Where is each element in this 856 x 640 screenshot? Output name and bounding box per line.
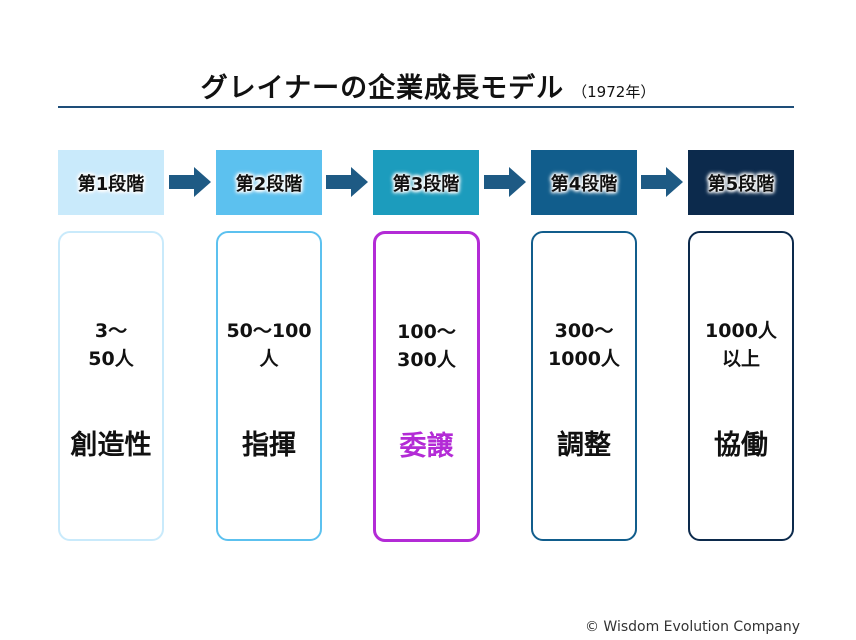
arrow-right-icon [169,167,211,197]
stage-3-range: 100〜 300人 [397,321,456,371]
stage-2-header: 第2段階 [216,150,322,215]
stage-4-card: 300〜 1000人 調整 [531,231,637,541]
stage-5-card: 1000人 以上 協働 [688,231,794,541]
stage-3-card: 100〜 300人 委譲 [373,231,480,542]
page-subtitle: （1972年） [572,83,656,101]
stage-3-keyword: 委譲 [399,431,454,462]
title-block: グレイナーの企業成長モデル （1972年） [0,66,856,105]
stage-4-keyword: 調整 [557,430,611,461]
stage-1-card: 3〜 50人 創造性 [58,231,164,541]
stage-1-range: 3〜 50人 [88,320,134,370]
arrow-right-icon [641,167,683,197]
stage-5-keyword: 協働 [714,430,768,461]
stage-4-header: 第4段階 [531,150,637,215]
stage-2-range: 50〜100 人 [226,320,312,370]
title-underline [58,106,794,108]
stage-2-keyword: 指揮 [242,430,296,461]
stage-5-header: 第5段階 [688,150,794,215]
stage-1-header: 第1段階 [58,150,164,215]
stage-5-range: 1000人 以上 [705,320,777,370]
arrow-right-icon [484,167,526,197]
page-title: グレイナーの企業成長モデル [200,73,565,104]
stage-1-keyword: 創造性 [70,430,152,461]
arrow-right-icon [326,167,368,197]
copyright-credit: © Wisdom Evolution Company [584,619,800,635]
stage-3-header: 第3段階 [373,150,479,215]
stage-2-card: 50〜100 人 指揮 [216,231,322,541]
stage-4-range: 300〜 1000人 [548,320,620,370]
